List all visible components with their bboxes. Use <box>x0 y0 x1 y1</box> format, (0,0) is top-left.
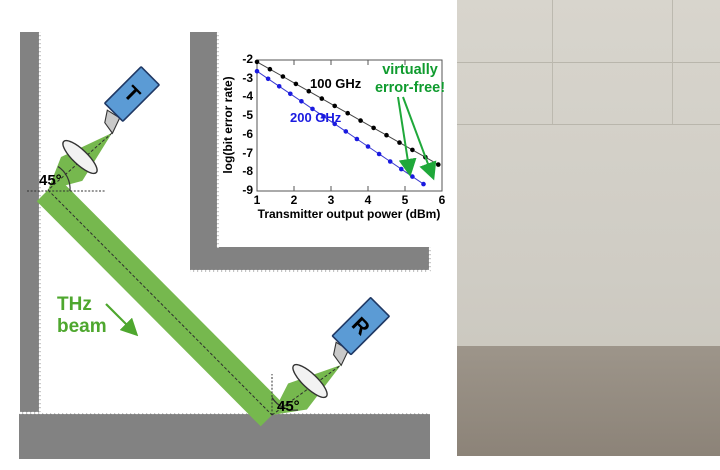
svg-text:1: 1 <box>254 193 261 207</box>
svg-text:THz: THz <box>57 294 92 315</box>
svg-text:6: 6 <box>439 193 446 207</box>
svg-text:2: 2 <box>291 193 298 207</box>
svg-text:45°: 45° <box>39 172 62 189</box>
svg-text:-7: -7 <box>242 146 253 160</box>
svg-text:beam: beam <box>57 316 107 337</box>
svg-text:log(bit error rate): log(bit error rate) <box>221 76 235 173</box>
svg-text:45°: 45° <box>277 398 300 415</box>
svg-text:error-free!: error-free! <box>375 80 445 96</box>
svg-text:5: 5 <box>402 193 409 207</box>
svg-text:-9: -9 <box>242 183 253 197</box>
svg-text:200 GHz: 200 GHz <box>290 110 342 125</box>
svg-text:virtually: virtually <box>382 62 438 78</box>
svg-text:4: 4 <box>365 193 372 207</box>
svg-text:Transmitter output power (dBm): Transmitter output power (dBm) <box>258 207 441 221</box>
svg-text:-3: -3 <box>242 71 253 85</box>
svg-text:-8: -8 <box>242 164 253 178</box>
svg-text:-5: -5 <box>242 108 253 122</box>
svg-text:-2: -2 <box>242 52 253 66</box>
svg-text:-4: -4 <box>242 89 253 103</box>
svg-text:100 GHz: 100 GHz <box>310 76 362 91</box>
svg-text:-6: -6 <box>242 127 253 141</box>
svg-text:3: 3 <box>328 193 335 207</box>
